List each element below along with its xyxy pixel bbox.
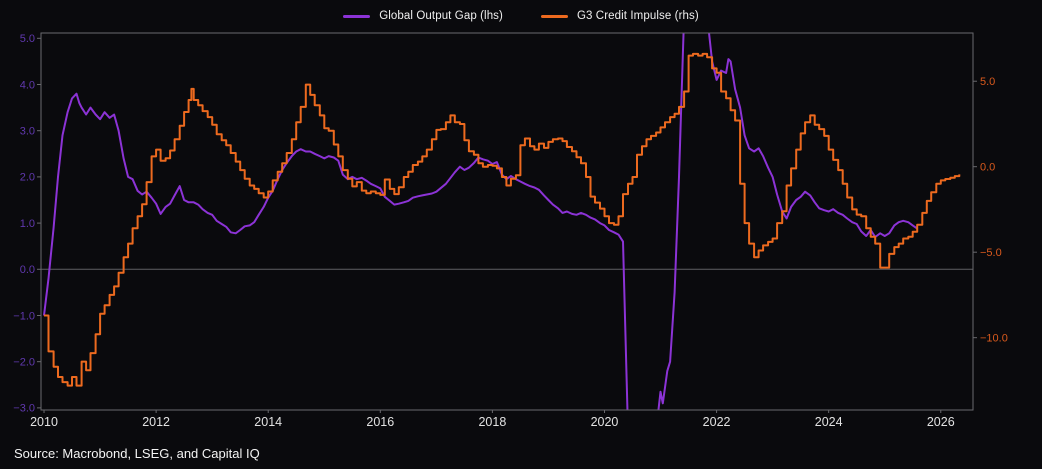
y-axis-left: 5.0 4.0 3.0 2.0 1.0 0.0 −1.0 −2.0 −3.0 bbox=[13, 33, 41, 415]
left-axis-tick-label: −1.0 bbox=[13, 310, 35, 322]
left-axis-tick-label: −3.0 bbox=[13, 403, 35, 415]
x-axis: 2010 2012 2014 2016 2018 2020 2022 2024 2026 bbox=[30, 410, 955, 429]
left-axis-tick-label: 0.0 bbox=[20, 264, 35, 276]
left-axis-tick-label: 3.0 bbox=[20, 126, 35, 138]
legend-label-output-gap: Global Output Gap (lhs) bbox=[379, 10, 503, 22]
y-axis-right: 5.0 0.0 −5.0 −10.0 bbox=[973, 76, 1008, 344]
x-axis-tick-label: 2026 bbox=[927, 415, 955, 429]
x-axis-tick-label: 2018 bbox=[478, 415, 506, 429]
x-axis-tick-label: 2014 bbox=[254, 415, 282, 429]
output-gap-line bbox=[43, 33, 918, 410]
right-axis-tick-label: −5.0 bbox=[980, 247, 1002, 259]
x-axis-tick-label: 2016 bbox=[366, 415, 394, 429]
left-axis-tick-label: −2.0 bbox=[13, 356, 35, 368]
left-axis-tick-label: 2.0 bbox=[20, 172, 35, 184]
legend-item-credit-impulse[interactable]: G3 Credit Impulse (rhs) bbox=[540, 10, 699, 22]
right-axis-tick-label: 0.0 bbox=[980, 162, 995, 174]
x-axis-tick-label: 2012 bbox=[142, 415, 170, 429]
right-axis-tick-label: 5.0 bbox=[980, 76, 995, 88]
x-axis-tick-label: 2024 bbox=[815, 415, 843, 429]
credit-impulse-line-swatch bbox=[540, 14, 568, 18]
legend-label-credit-impulse: G3 Credit Impulse (rhs) bbox=[576, 10, 699, 22]
right-axis-tick-label: −10.0 bbox=[980, 332, 1008, 344]
credit-impulse-line bbox=[44, 52, 961, 387]
x-axis-tick-label: 2010 bbox=[30, 415, 58, 429]
legend-item-output-gap[interactable]: Global Output Gap (lhs) bbox=[343, 10, 503, 22]
left-axis-tick-label: 1.0 bbox=[20, 218, 35, 230]
output-gap-line-swatch bbox=[343, 14, 371, 18]
left-axis-tick-label: 5.0 bbox=[20, 33, 35, 45]
plot-series bbox=[43, 33, 961, 410]
chart-legend: Global Output Gap (lhs) G3 Credit Impuls… bbox=[0, 10, 1042, 22]
plot-border bbox=[40, 32, 974, 411]
x-axis-tick-label: 2020 bbox=[591, 415, 619, 429]
left-axis-tick-label: 4.0 bbox=[20, 79, 35, 91]
x-axis-tick-label: 2022 bbox=[703, 415, 731, 429]
source-attribution: Source: Macrobond, LSEG, and Capital IQ bbox=[14, 446, 260, 461]
